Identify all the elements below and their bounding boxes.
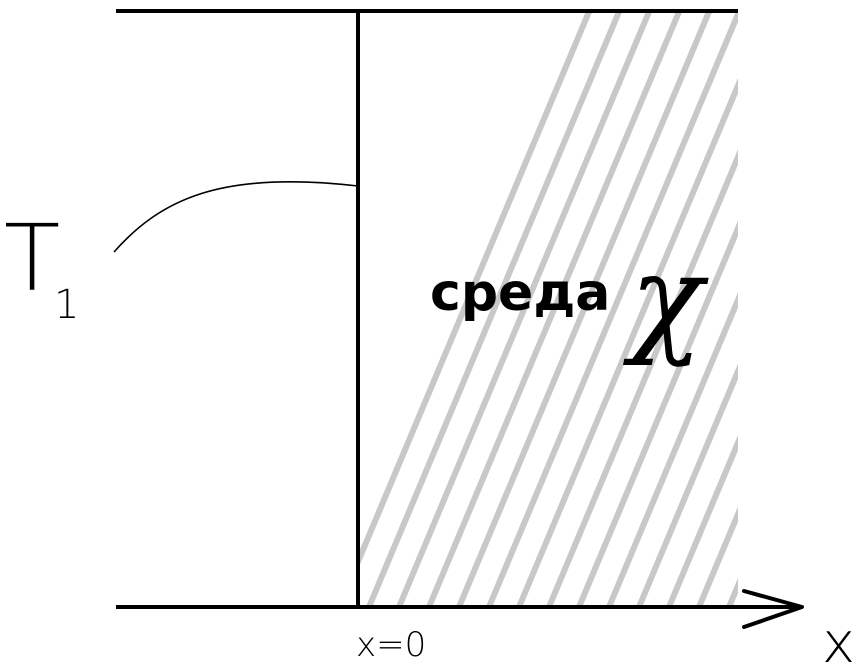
hatch-stripe xyxy=(426,11,683,607)
medium-label: среда xyxy=(430,263,610,323)
medium-hatching xyxy=(359,11,866,607)
hatch-stripe xyxy=(726,577,738,607)
hatch-stripe xyxy=(666,434,738,607)
x-axis-label: x xyxy=(822,611,855,667)
hatch-stripe xyxy=(636,363,738,607)
hatch-stripe xyxy=(359,11,593,568)
temperature-curve xyxy=(113,180,359,253)
medium-symbol-label: χ xyxy=(623,230,709,369)
hatch-stripe xyxy=(819,11,866,607)
hatch-stripe xyxy=(789,11,866,607)
x-axis-arrowhead xyxy=(742,589,804,629)
origin-label: x=0 xyxy=(356,625,426,665)
hatch-stripe xyxy=(576,220,738,607)
hatch-stripe xyxy=(456,11,713,607)
left-temperature-subscript: 1 xyxy=(54,282,79,328)
hatch-stripe xyxy=(516,77,738,607)
hatch-stripe xyxy=(606,292,738,607)
hatch-stripe xyxy=(546,149,738,607)
hatch-stripe xyxy=(396,11,653,607)
hatch-stripe xyxy=(696,506,738,607)
hatch-stripe xyxy=(759,11,866,607)
hatch-stripe xyxy=(849,11,866,607)
hatch-stripe xyxy=(486,11,738,607)
left-temperature-label: T xyxy=(4,205,60,312)
hatch-stripe xyxy=(366,11,623,607)
